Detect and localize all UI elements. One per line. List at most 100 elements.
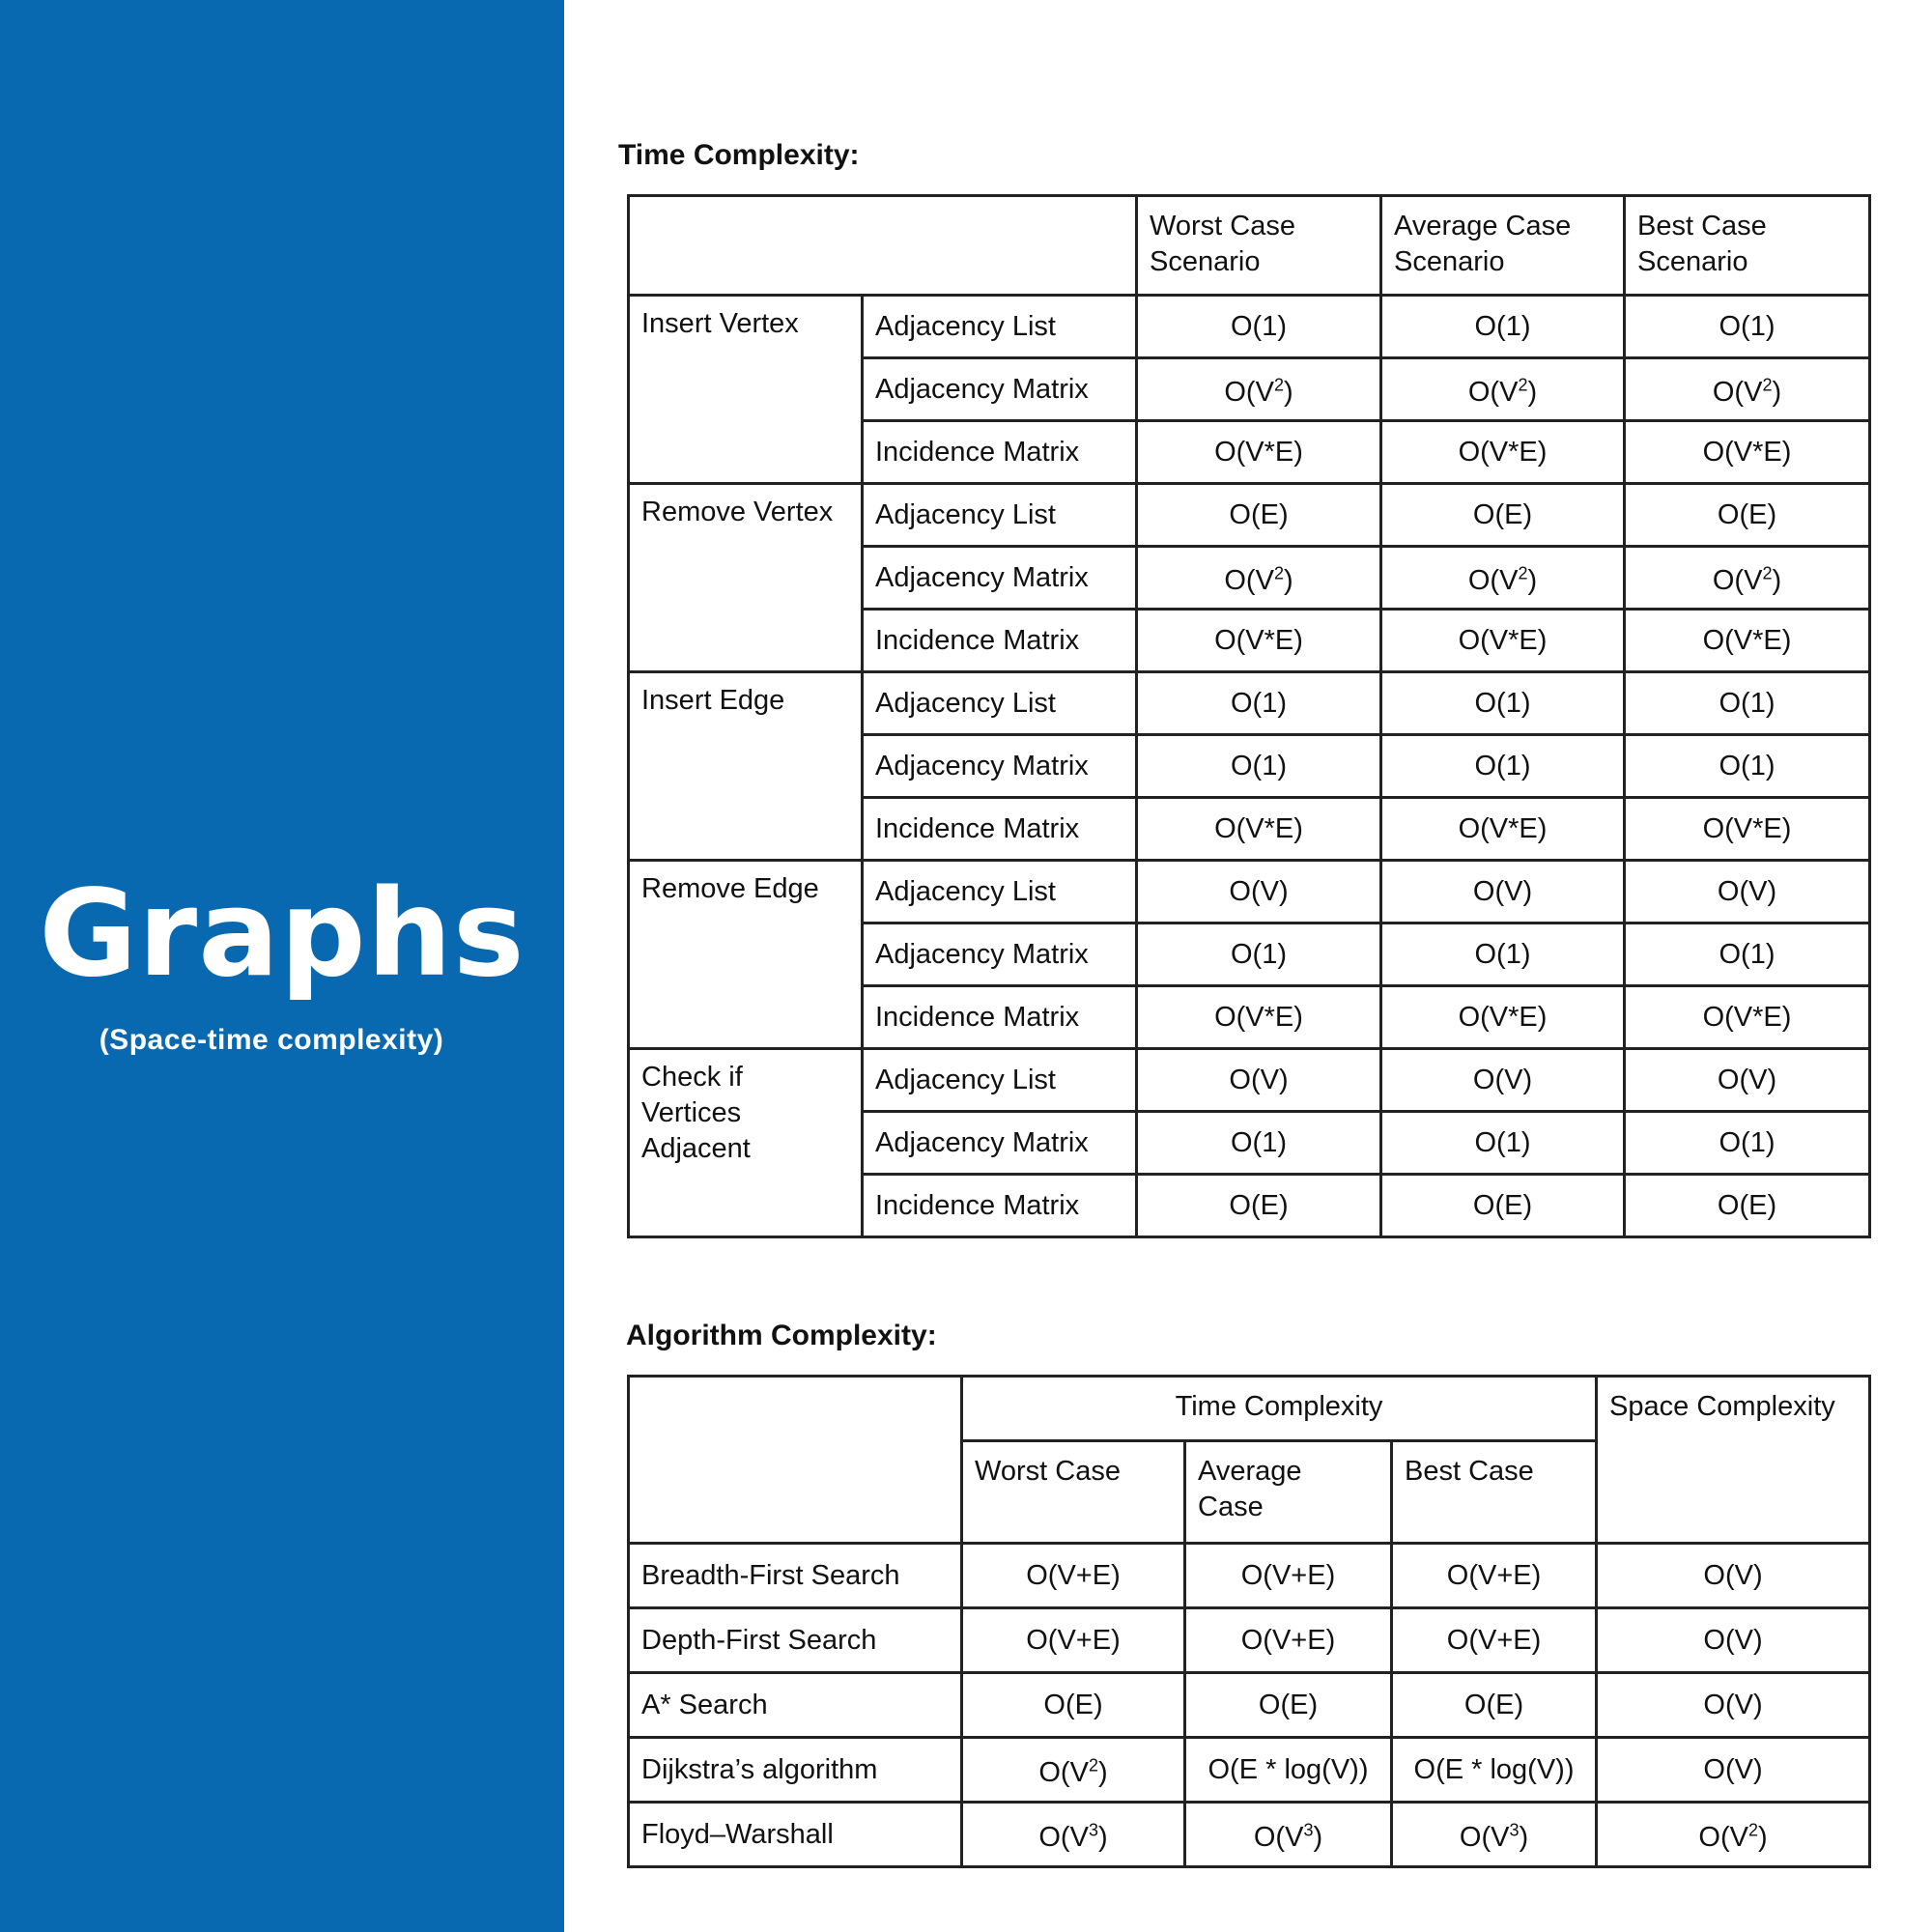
value-cell: O(V*E) bbox=[1623, 984, 1871, 1050]
complexity-value: O(V) bbox=[1472, 1064, 1533, 1095]
value-cell: O(1) bbox=[1379, 922, 1626, 987]
value-cell: O(V*E) bbox=[1379, 419, 1626, 485]
value-cell: O(V2) bbox=[1623, 356, 1871, 422]
complexity-value: O(1) bbox=[1231, 750, 1287, 781]
time-complexity-heading: Time Complexity: bbox=[618, 139, 860, 171]
complexity-value: O(1) bbox=[1231, 1126, 1287, 1158]
complexity-value: O(V*E) bbox=[1458, 624, 1548, 656]
time-complexity-table: Worst Case Scenario Average Case Scenario Be… bbox=[627, 194, 1871, 1238]
page-title: Graphs bbox=[39, 865, 526, 1004]
value-cell: O(V3) bbox=[1389, 1801, 1599, 1868]
cell-text: Best Case bbox=[1637, 211, 1767, 242]
value-cell: O(V*E) bbox=[1135, 419, 1382, 485]
algorithm-complexity-heading: Algorithm Complexity: bbox=[626, 1320, 937, 1351]
structure-cell: Incidence Matrix bbox=[861, 608, 1138, 673]
page-subtitle: (Space-time complexity) bbox=[99, 1024, 444, 1056]
operation-cell: Remove Vertex bbox=[627, 482, 864, 673]
exponent: 2 bbox=[1747, 1820, 1758, 1840]
complexity-value: O(V) bbox=[1229, 1064, 1289, 1095]
sidebar-panel: Graphs (Space-time complexity) bbox=[0, 0, 564, 1932]
value-cell: O(V2) bbox=[1135, 356, 1382, 422]
value-cell: O(E) bbox=[1379, 482, 1626, 548]
value-cell: O(V2) bbox=[1135, 545, 1382, 611]
value-cell: O(1) bbox=[1135, 922, 1382, 987]
value-cell: O(V+E) bbox=[960, 1542, 1186, 1609]
value-cell: O(V2) bbox=[1623, 545, 1871, 611]
value-cell: O(V2) bbox=[1379, 545, 1626, 611]
value-cell: O(V*E) bbox=[1623, 796, 1871, 862]
algorithm-name-cell: Dijkstra’s algorithm bbox=[627, 1736, 963, 1804]
table-row: Remove Edge Adjacency List O(V) O(V) O(V) bbox=[627, 859, 1871, 1050]
table-row: Adjacency Matrix O(V2) O(V2) O(V2) bbox=[629, 356, 1871, 422]
complexity-value: O(E) bbox=[1463, 1689, 1524, 1720]
complexity-value: O(V) bbox=[1229, 875, 1289, 907]
complexity-value: O(V*E) bbox=[1214, 624, 1303, 656]
structure-cell: Incidence Matrix bbox=[861, 984, 1138, 1050]
value-cell: O(E) bbox=[1623, 1173, 1871, 1238]
complexity-value: O(V2) bbox=[1224, 563, 1293, 597]
complexity-value: O(V*E) bbox=[1458, 1001, 1548, 1033]
value-cell: O(1) bbox=[1379, 733, 1626, 799]
algorithm-name-cell: Floyd–Warshall bbox=[627, 1801, 963, 1868]
value-cell: O(V) bbox=[1595, 1736, 1872, 1804]
complexity-value: O(E) bbox=[1717, 498, 1777, 530]
column-header: Worst Case bbox=[960, 1439, 1186, 1545]
cell-text: Worst Case bbox=[975, 1456, 1121, 1487]
value-cell: O(1) bbox=[1379, 670, 1626, 736]
value-cell: O(1) bbox=[1623, 733, 1871, 799]
cell-text: Check if bbox=[641, 1062, 743, 1093]
table-header-row: Worst Case Average Case Best Case bbox=[629, 1439, 1870, 1545]
complexity-value: O(V*E) bbox=[1214, 1001, 1303, 1033]
value-cell: O(V3) bbox=[960, 1801, 1186, 1868]
table-row: Floyd–Warshall O(V3) O(V3) O(V3) O(V2) bbox=[627, 1801, 1872, 1868]
value-cell: O(V+E) bbox=[1183, 1542, 1393, 1609]
table-row: Incidence Matrix O(V*E) O(V*E) O(V*E) bbox=[629, 608, 1871, 673]
value-cell: O(1) bbox=[1135, 294, 1382, 359]
complexity-value: O(V+E) bbox=[1026, 1559, 1121, 1591]
time-complexity-group-header: Time Complexity bbox=[959, 1375, 1599, 1442]
complexity-value: O(V) bbox=[1717, 875, 1777, 907]
cell-text: Remove Vertex bbox=[641, 497, 834, 527]
value-cell: O(V*E) bbox=[1135, 984, 1382, 1050]
complexity-value: O(E * log(V)) bbox=[1413, 1753, 1575, 1785]
exponent: 3 bbox=[1088, 1820, 1098, 1840]
complexity-value: O(1) bbox=[1474, 750, 1531, 781]
algorithm-name-cell: Depth-First Search bbox=[627, 1606, 963, 1674]
operation-cell: Check if Vertices Adjacent bbox=[627, 1047, 864, 1238]
space-complexity-header: Space Complexity bbox=[1595, 1375, 1872, 1545]
value-cell: O(1) bbox=[1135, 670, 1382, 736]
exponent: 2 bbox=[1088, 1755, 1098, 1776]
table-row: Incidence Matrix O(V*E) O(V*E) O(V*E) bbox=[629, 419, 1871, 485]
value-cell: O(E) bbox=[1135, 482, 1382, 548]
complexity-value: O(V2) bbox=[1698, 1820, 1768, 1854]
exponent: 2 bbox=[1273, 375, 1284, 395]
structure-cell: Incidence Matrix bbox=[861, 1173, 1138, 1238]
complexity-value: O(V) bbox=[1703, 1753, 1763, 1785]
value-cell: O(V*E) bbox=[1135, 796, 1382, 862]
table-row: Incidence Matrix O(V*E) O(V*E) O(V*E) bbox=[629, 796, 1871, 862]
table-row: Adjacency Matrix O(1) O(1) O(1) bbox=[629, 733, 1871, 799]
value-cell: O(E * log(V)) bbox=[1389, 1736, 1599, 1804]
exponent: 2 bbox=[1273, 563, 1284, 583]
value-cell: O(V3) bbox=[1183, 1801, 1393, 1868]
cell-text: Scenario bbox=[1150, 246, 1261, 277]
complexity-value: O(V2) bbox=[1467, 563, 1538, 597]
table-row: Remove Vertex Adjacency List O(E) O(E) O(E) bbox=[627, 482, 1871, 673]
complexity-value: O(E) bbox=[1043, 1689, 1103, 1720]
complexity-value: O(V+E) bbox=[1446, 1559, 1542, 1591]
complexity-value: O(E) bbox=[1229, 1189, 1289, 1221]
value-cell: O(V) bbox=[1379, 859, 1626, 924]
value-cell: O(V*E) bbox=[1379, 984, 1626, 1050]
structure-cell: Adjacency Matrix bbox=[861, 545, 1138, 611]
algorithm-name-cell: Breadth-First Search bbox=[627, 1542, 963, 1609]
complexity-value: O(E) bbox=[1229, 498, 1289, 530]
value-cell: O(1) bbox=[1623, 1110, 1871, 1176]
table-row: Insert Edge Adjacency List O(1) O(1) O(1) bbox=[627, 670, 1871, 862]
structure-cell: Adjacency Matrix bbox=[861, 733, 1138, 799]
complexity-value: O(1) bbox=[1474, 1126, 1531, 1158]
value-cell: O(E) bbox=[1389, 1671, 1599, 1739]
value-cell: O(1) bbox=[1623, 294, 1871, 359]
value-cell: O(V+E) bbox=[960, 1606, 1186, 1674]
cell-text: Scenario bbox=[1637, 246, 1748, 277]
table-header-row: Time Complexity Space Complexity bbox=[627, 1375, 1872, 1545]
